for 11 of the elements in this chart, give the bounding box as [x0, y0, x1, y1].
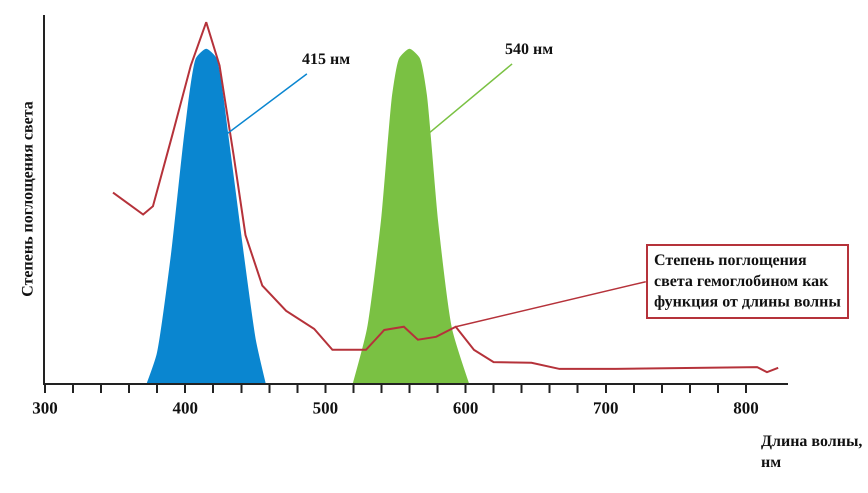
- annotation: Степень поглощения света гемоглобином как функция от длины волны: [654, 252, 842, 311]
- x-tick-label: 600: [452, 398, 478, 418]
- x-tick-label: 800: [733, 398, 759, 418]
- x-tick-label: 400: [172, 398, 198, 418]
- x-tick-label: 700: [593, 398, 618, 418]
- annotation: 540 нм: [505, 41, 554, 58]
- annotation: 415 нм: [302, 51, 350, 68]
- x-tick-label: 500: [312, 398, 338, 418]
- x-tick-label: 300: [32, 398, 58, 418]
- y-axis-title: Степень поглощения света: [19, 101, 36, 297]
- x-axis-title: Длина волны, нм: [761, 433, 862, 471]
